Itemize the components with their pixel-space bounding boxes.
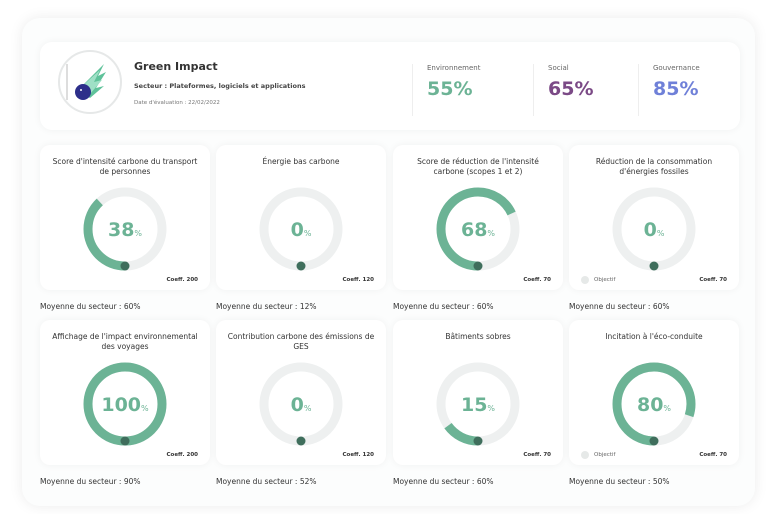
gauge-value: 100% (101, 394, 149, 416)
gauge-start-dot (120, 436, 130, 446)
percent-sign: % (304, 229, 312, 238)
indicator-card[interactable]: Score d'intensité carbone du transport d… (40, 145, 210, 290)
gauge-value: 15% (461, 394, 495, 416)
gauge-ring: 68% (436, 187, 520, 271)
score-value: 85% (653, 78, 699, 100)
gauge-start-dot (296, 261, 306, 271)
gauge-start-dot (473, 436, 483, 446)
objective-legend: Objectif (581, 276, 615, 284)
percent-sign: % (134, 229, 142, 238)
comet-logo-icon (66, 64, 106, 100)
gauge-start-dot (649, 436, 659, 446)
gauge-ring: 0% (259, 187, 343, 271)
company-header: Green Impact Secteur : Plateformes, logi… (40, 42, 740, 130)
gauge-ring: 15% (436, 362, 520, 446)
indicator-coeff: Coeff. 120 (342, 452, 375, 458)
indicator-coeff: Coeff. 70 (699, 452, 727, 458)
indicator-coeff: Coeff. 70 (523, 277, 551, 283)
gauge-ring: 80% (612, 362, 696, 446)
indicator-title: Contribution carbone des émissions de GE… (227, 332, 375, 351)
indicator-card[interactable]: Affichage de l'impact environnemental de… (40, 320, 210, 465)
objective-legend: Objectif (581, 451, 615, 459)
gauge-value: 0% (291, 219, 312, 241)
gauge-ring: 0% (612, 187, 696, 271)
sector-average: Moyenne du secteur : 12% (216, 302, 317, 311)
indicator-title: Réduction de la consommation d'énergies … (595, 157, 713, 176)
gauge-start-dot (120, 261, 130, 271)
gauge-value: 0% (291, 394, 312, 416)
indicator-coeff: Coeff. 70 (699, 277, 727, 283)
indicator-coeff: Coeff. 200 (166, 277, 199, 283)
indicator-title: Bâtiments sobres (445, 332, 511, 341)
evaluation-date: Date d'évaluation : 22/02/2022 (134, 100, 220, 106)
score-label: Social (548, 64, 569, 72)
indicator-card[interactable]: Contribution carbone des émissions de GE… (216, 320, 386, 465)
gauge-value: 68% (461, 219, 495, 241)
indicator-title: Énergie bas carbone (262, 157, 340, 166)
indicator-card[interactable]: Incitation à l'éco-conduite Coeff. 70 Obj… (569, 320, 739, 465)
sector-average: Moyenne du secteur : 60% (569, 302, 670, 311)
sector-average: Moyenne du secteur : 60% (393, 477, 494, 486)
gauge-value: 80% (637, 394, 671, 416)
percent-sign: % (141, 404, 149, 413)
indicator-card[interactable]: Bâtiments sobres Coeff. 70 15% (393, 320, 563, 465)
objective-swatch-icon (581, 451, 589, 459)
score-value: 55% (427, 78, 473, 100)
indicator-coeff: Coeff. 120 (342, 277, 375, 283)
score-value: 65% (548, 78, 594, 100)
sector-average: Moyenne du secteur : 50% (569, 477, 670, 486)
indicator-card[interactable]: Énergie bas carbone Coeff. 120 0% (216, 145, 386, 290)
gauge-ring: 100% (83, 362, 167, 446)
gauge-start-dot (649, 261, 659, 271)
score-environnement: Environnement 55% (412, 64, 480, 116)
indicator-title: Score de réduction de l'intensité carbon… (417, 157, 539, 176)
sector-average: Moyenne du secteur : 60% (40, 302, 141, 311)
score-gouvernance: Gouvernance 85% (638, 64, 700, 116)
objective-label: Objectif (594, 452, 616, 458)
sector-average: Moyenne du secteur : 90% (40, 477, 141, 486)
indicator-coeff: Coeff. 70 (523, 452, 551, 458)
sector-average: Moyenne du secteur : 60% (393, 302, 494, 311)
company-logo (58, 50, 122, 114)
indicator-card[interactable]: Score de réduction de l'intensité carbon… (393, 145, 563, 290)
company-name: Green Impact (134, 60, 218, 73)
company-sector: Secteur : Plateformes, logiciels et appl… (134, 82, 306, 90)
gauge-start-dot (473, 261, 483, 271)
percent-sign: % (304, 404, 312, 413)
indicator-title: Affichage de l'impact environnemental de… (52, 332, 198, 351)
indicator-coeff: Coeff. 200 (166, 452, 199, 458)
gauge-start-dot (296, 436, 306, 446)
percent-sign: % (657, 229, 665, 238)
gauge-ring: 38% (83, 187, 167, 271)
percent-sign: % (487, 229, 495, 238)
score-label: Gouvernance (653, 64, 700, 72)
percent-sign: % (663, 404, 671, 413)
objective-swatch-icon (581, 276, 589, 284)
score-label: Environnement (427, 64, 481, 72)
percent-sign: % (487, 404, 495, 413)
gauge-ring: 0% (259, 362, 343, 446)
sector-average: Moyenne du secteur : 52% (216, 477, 317, 486)
indicator-title: Incitation à l'éco-conduite (605, 332, 703, 341)
gauge-value: 0% (644, 219, 665, 241)
indicator-title: Score d'intensité carbone du transport d… (52, 157, 198, 176)
gauge-value: 38% (108, 219, 142, 241)
score-social: Social 65% (533, 64, 593, 116)
objective-label: Objectif (594, 277, 616, 283)
indicator-card[interactable]: Réduction de la consommation d'énergies … (569, 145, 739, 290)
